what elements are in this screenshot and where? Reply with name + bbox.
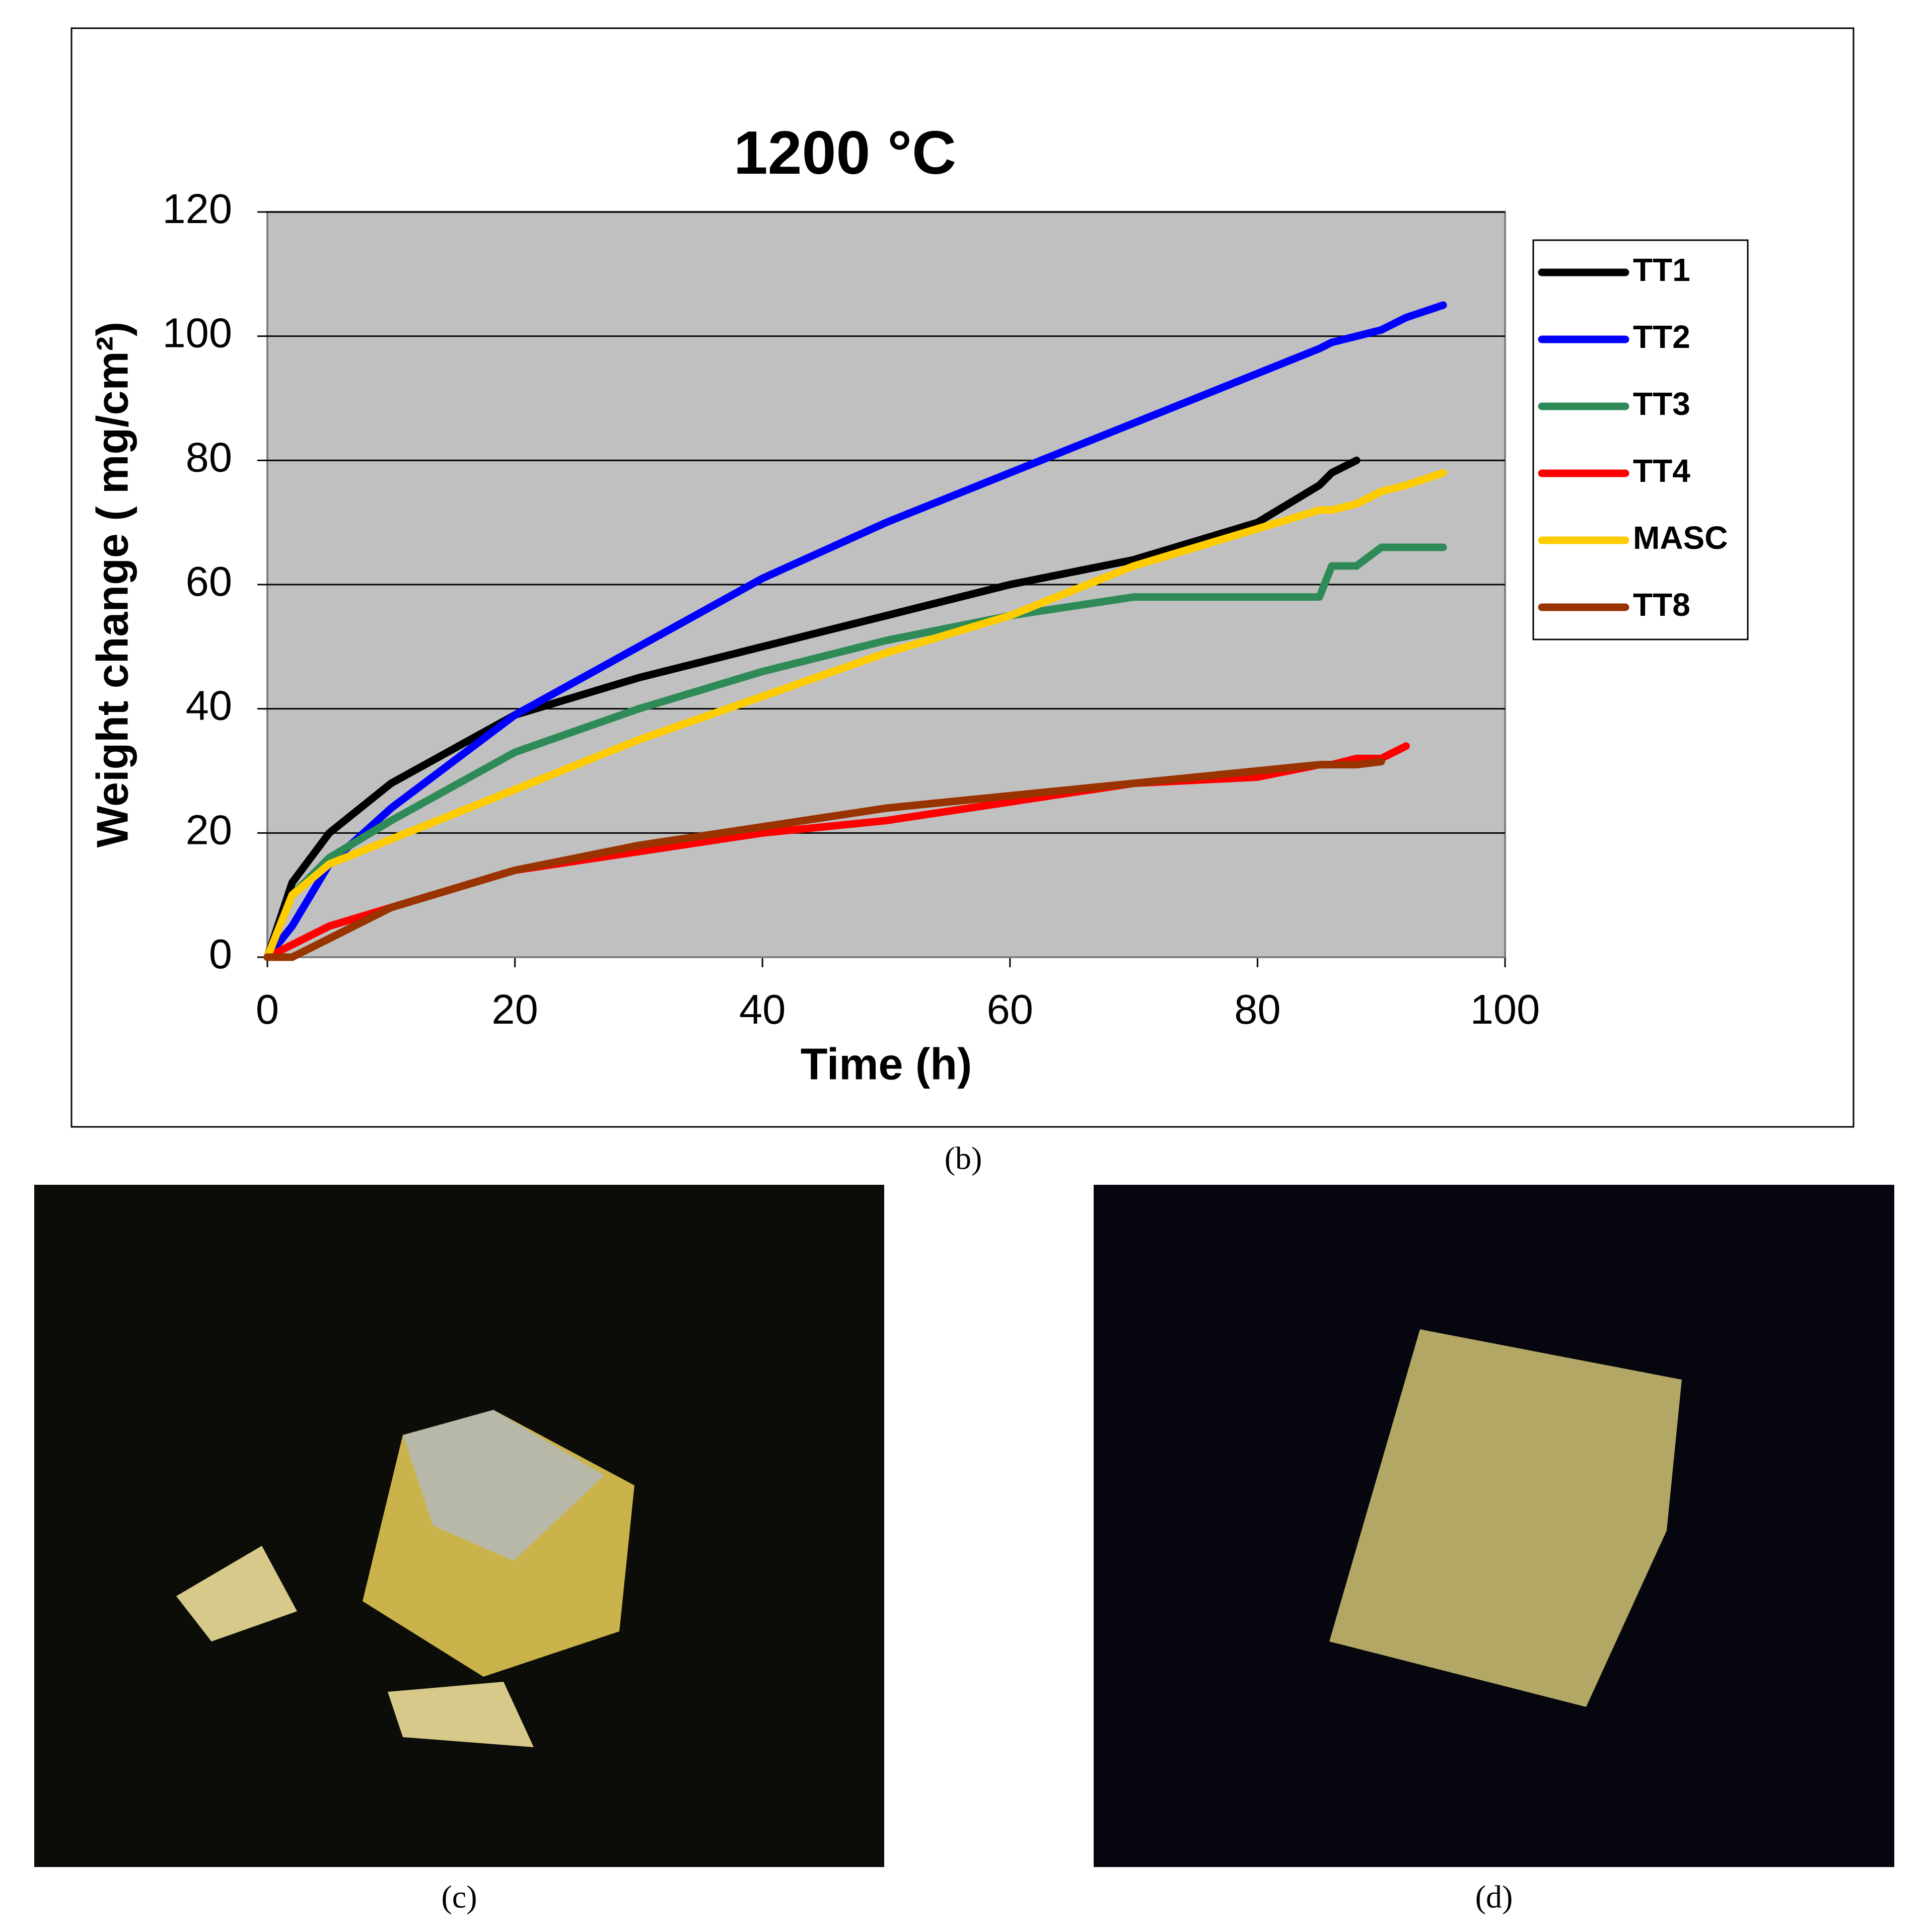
- legend-label: MASC: [1633, 520, 1728, 556]
- caption: (c): [441, 1879, 477, 1915]
- legend-label: TT1: [1633, 252, 1690, 288]
- photo-d: [1094, 1185, 1894, 1867]
- y-axis-label: Weight change ( mg/cm²): [87, 322, 137, 848]
- cube: [1329, 1329, 1682, 1707]
- legend-label: TT4: [1633, 453, 1690, 489]
- x-tick-label: 60: [987, 986, 1033, 1033]
- x-tick-label: 100: [1470, 986, 1540, 1033]
- flake: [176, 1546, 297, 1641]
- legend-box: [1532, 239, 1749, 640]
- caption: (b): [945, 1140, 982, 1176]
- cube-top: [403, 1410, 604, 1561]
- x-tick-label: 40: [739, 986, 786, 1033]
- x-axis-label: Time (h): [801, 1039, 972, 1089]
- x-tick-label: 0: [256, 986, 279, 1033]
- legend-label: TT2: [1633, 319, 1690, 355]
- photo-c: [34, 1185, 884, 1867]
- caption: (d): [1475, 1879, 1513, 1915]
- x-tick-label: 20: [491, 986, 538, 1033]
- chart-title: 1200 °C: [734, 118, 956, 187]
- flake: [388, 1682, 534, 1747]
- series-line: [263, 469, 1447, 961]
- y-tick-label: 120: [163, 185, 232, 232]
- series-line: [263, 758, 1385, 961]
- y-tick-label: 0: [209, 931, 232, 977]
- series-line: [263, 456, 1361, 961]
- legend-label: TT8: [1633, 587, 1690, 623]
- legend-label: TT3: [1633, 386, 1690, 422]
- y-tick-label: 100: [163, 310, 232, 356]
- y-tick-label: 20: [186, 806, 232, 853]
- y-tick-label: 60: [186, 558, 232, 605]
- x-tick-label: 80: [1234, 986, 1280, 1033]
- y-tick-label: 40: [186, 682, 232, 729]
- y-tick-label: 80: [186, 434, 232, 480]
- series-line: [263, 301, 1447, 961]
